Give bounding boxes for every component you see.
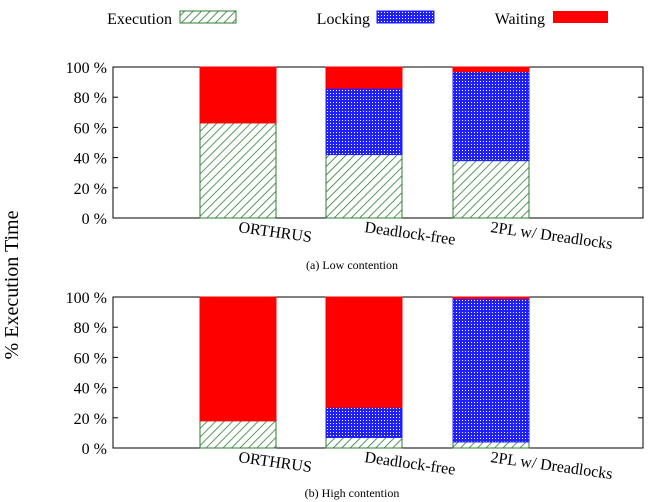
category-label: 2PL w/ Dreadlocks	[489, 449, 613, 483]
bar-execution-segment	[452, 441, 530, 449]
bar-execution-segment	[325, 154, 403, 219]
legend: Execution Locking Waiting	[107, 10, 608, 28]
legend-swatch-waiting	[553, 11, 608, 23]
bar-locking-segment	[452, 71, 530, 162]
y-axis-label: % Execution Time	[1, 210, 23, 359]
category-label: Deadlock-free	[363, 449, 456, 479]
y-tick-label: 100 %	[66, 60, 107, 77]
chart-panel-low-contention: 0 % 20 % 40 % 60 % 80 % 100 % ORTHRUS Deadloc…	[66, 60, 644, 272]
bar-locking-segment	[325, 406, 403, 438]
x-axis: ORTHRUS Deadlock-free 2PL w/ Dreadlocks	[237, 449, 613, 483]
bar-group	[199, 66, 530, 219]
chart-panel-high-contention: 0 % 20 % 40 % 60 % 80 % 100 % ORTHRUS Deadloc…	[66, 290, 644, 500]
y-axis: 0 % 20 % 40 % 60 % 80 % 100 %	[66, 290, 643, 458]
legend-label-locking: Locking	[317, 11, 370, 28]
bar-execution-segment	[199, 420, 277, 449]
y-tick-label: 20 %	[74, 181, 107, 198]
y-tick-label: 40 %	[74, 151, 107, 168]
bar-execution-segment	[199, 122, 277, 219]
y-tick-label: 100 %	[66, 290, 107, 307]
bar-group	[199, 296, 530, 449]
legend-label-execution: Execution	[107, 11, 172, 28]
bar-execution-segment	[452, 160, 530, 219]
y-tick-label: 0 %	[82, 441, 107, 458]
y-tick-label: 40 %	[74, 381, 107, 398]
bar-waiting-segment	[325, 66, 403, 89]
category-label: Deadlock-free	[363, 219, 456, 249]
bar-waiting-segment	[199, 296, 277, 422]
panel-caption: (b) High contention	[305, 486, 400, 500]
y-tick-label: 0 %	[82, 211, 107, 228]
bar-locking-segment	[325, 87, 403, 156]
bar-locking-segment	[452, 298, 530, 443]
category-label: ORTHRUS	[237, 449, 312, 476]
bar-waiting-segment	[452, 66, 530, 73]
legend-swatch-execution	[179, 10, 237, 24]
y-tick-label: 20 %	[74, 411, 107, 428]
bar-execution-segment	[325, 436, 403, 449]
category-label: ORTHRUS	[237, 219, 312, 246]
y-tick-label: 80 %	[74, 90, 107, 107]
panel-caption: (a) Low contention	[306, 258, 398, 272]
bar-waiting-segment	[452, 296, 530, 300]
legend-swatch-locking	[376, 10, 435, 24]
y-tick-label: 60 %	[74, 350, 107, 367]
bar-waiting-segment	[199, 66, 277, 124]
legend-label-waiting: Waiting	[495, 11, 545, 28]
y-tick-label: 60 %	[74, 120, 107, 137]
y-tick-label: 80 %	[74, 320, 107, 337]
bar-waiting-segment	[325, 296, 403, 408]
y-axis: 0 % 20 % 40 % 60 % 80 % 100 %	[66, 60, 643, 228]
category-label: 2PL w/ Dreadlocks	[489, 219, 613, 253]
x-axis: ORTHRUS Deadlock-free 2PL w/ Dreadlocks	[237, 219, 613, 253]
